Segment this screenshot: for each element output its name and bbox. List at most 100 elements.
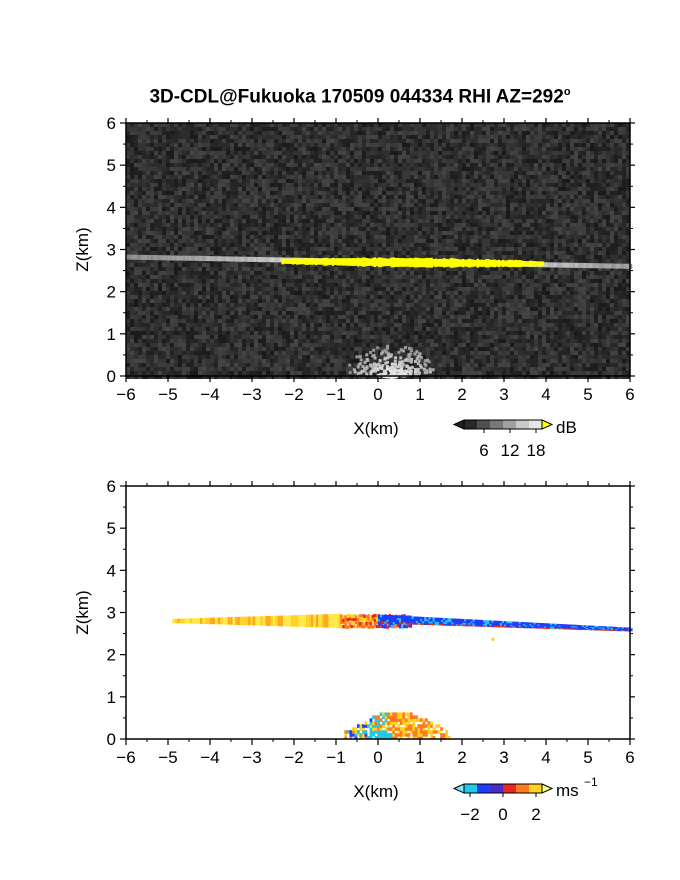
noise-pixel [302,171,306,175]
noise-pixel [302,131,306,135]
noise-pixel [394,203,398,207]
noise-pixel [438,139,442,143]
noise-pixel [546,175,550,179]
noise-pixel [274,263,278,267]
noise-pixel [226,219,230,223]
noise-pixel [242,155,246,159]
noise-pixel [582,143,586,147]
noise-pixel [234,219,238,223]
noise-pixel [286,255,290,259]
noise-pixel [278,163,282,167]
noise-pixel [510,207,514,211]
noise-pixel [562,231,566,235]
noise-pixel [438,143,442,147]
noise-pixel [190,163,194,167]
noise-pixel [294,235,298,239]
noise-pixel [178,151,182,155]
noise-pixel [410,155,414,159]
noise-pixel [234,175,238,179]
noise-pixel [206,171,210,175]
noise-pixel [370,167,374,171]
noise-pixel [478,255,482,259]
noise-pixel [530,155,534,159]
noise-pixel [518,139,522,143]
noise-pixel [586,171,590,175]
noise-pixel [622,243,626,247]
noise-pixel [294,227,298,231]
noise-pixel [442,187,446,191]
noise-pixel [626,259,630,263]
noise-pixel [434,135,438,139]
noise-pixel [562,155,566,159]
noise-pixel [290,203,294,207]
noise-pixel [158,151,162,155]
noise-pixel [158,183,162,187]
noise-pixel [258,203,262,207]
noise-pixel [146,199,150,203]
noise-pixel [314,247,318,251]
noise-pixel [486,155,490,159]
noise-pixel [266,219,270,223]
noise-pixel [282,231,286,235]
noise-pixel [178,239,182,243]
noise-pixel [282,167,286,171]
noise-pixel [594,223,598,227]
noise-pixel [266,255,270,259]
noise-pixel [450,131,454,135]
noise-pixel [262,179,266,183]
noise-pixel [202,135,206,139]
noise-pixel [386,131,390,135]
noise-pixel [498,223,502,227]
noise-pixel [406,219,410,223]
noise-pixel [194,151,198,155]
noise-pixel [454,255,458,259]
noise-pixel [174,223,178,227]
noise-pixel [190,123,194,127]
noise-pixel [274,127,278,131]
noise-pixel [426,195,430,199]
noise-pixel [322,151,326,155]
noise-pixel [422,163,426,167]
noise-pixel [326,219,330,223]
noise-pixel [482,127,486,131]
noise-pixel [194,227,198,231]
noise-pixel [178,167,182,171]
noise-pixel [478,219,482,223]
noise-pixel [486,247,490,251]
noise-pixel [370,215,374,219]
noise-pixel [430,223,434,227]
noise-pixel [550,147,554,151]
noise-pixel [566,183,570,187]
noise-pixel [390,135,394,139]
noise-pixel [514,175,518,179]
noise-pixel [326,167,330,171]
noise-pixel [166,143,170,147]
noise-pixel [478,123,482,127]
noise-pixel [374,239,378,243]
noise-pixel [606,123,610,127]
noise-pixel [314,123,318,127]
noise-pixel [614,135,618,139]
noise-pixel [162,199,166,203]
noise-pixel [174,263,178,267]
noise-pixel [310,279,314,283]
noise-pixel [550,187,554,191]
noise-pixel [350,251,354,255]
noise-pixel [190,211,194,215]
noise-pixel [402,199,406,203]
noise-pixel [474,247,478,251]
noise-pixel [626,123,630,127]
noise-pixel [234,127,238,131]
noise-pixel [542,227,546,231]
noise-pixel [470,171,474,175]
noise-pixel [514,151,518,155]
noise-pixel [350,179,354,183]
noise-pixel [346,239,350,243]
noise-pixel [594,207,598,211]
noise-pixel [502,183,506,187]
noise-pixel [606,247,610,251]
noise-pixel [282,271,286,275]
noise-pixel [622,131,626,135]
noise-pixel [282,151,286,155]
noise-pixel [606,167,610,171]
